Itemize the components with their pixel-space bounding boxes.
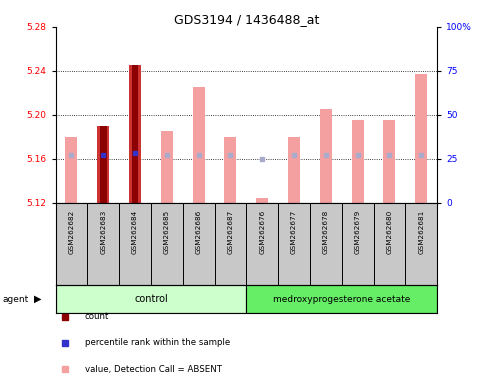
Title: GDS3194 / 1436488_at: GDS3194 / 1436488_at [174,13,319,26]
Bar [225,137,237,203]
Bar [352,120,364,203]
Bar [56,285,246,313]
Bar [246,285,437,313]
Bar [193,87,205,203]
Text: GSM262677: GSM262677 [291,209,297,253]
Text: agent: agent [2,295,28,304]
Text: GSM262687: GSM262687 [227,209,233,253]
Bar [415,74,427,203]
Text: GSM262676: GSM262676 [259,209,265,253]
Text: GSM262678: GSM262678 [323,209,329,253]
Text: medroxyprogesterone acetate: medroxyprogesterone acetate [273,295,411,304]
Bar [97,126,109,203]
Text: GSM262679: GSM262679 [355,209,361,253]
Bar [161,131,173,203]
Bar [129,65,141,203]
Text: percentile rank within the sample: percentile rank within the sample [85,338,230,348]
Bar [288,137,300,203]
Text: GSM262683: GSM262683 [100,209,106,253]
Bar [132,65,138,203]
Text: GSM262684: GSM262684 [132,209,138,253]
Bar [320,109,332,203]
Bar [256,199,268,203]
Text: ▶: ▶ [34,294,42,304]
Text: value, Detection Call = ABSENT: value, Detection Call = ABSENT [85,365,222,374]
Bar [384,120,396,203]
Bar [65,137,77,203]
Text: GSM262686: GSM262686 [196,209,201,253]
Bar [100,126,107,203]
Text: GSM262680: GSM262680 [386,209,392,253]
Text: GSM262681: GSM262681 [418,209,424,253]
Text: GSM262685: GSM262685 [164,209,170,253]
Text: control: control [134,294,168,304]
Text: GSM262682: GSM262682 [69,209,74,253]
Text: count: count [85,312,109,321]
